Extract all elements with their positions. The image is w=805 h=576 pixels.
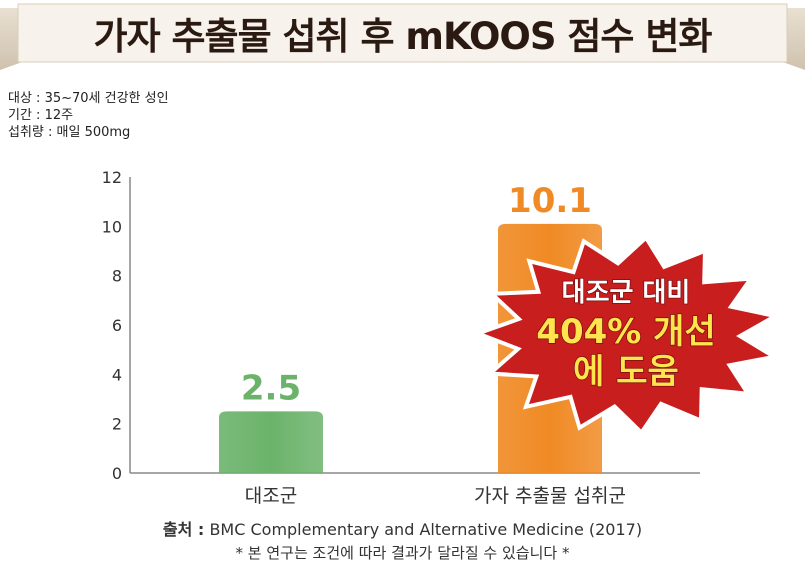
y-tick-label: 8 xyxy=(112,267,122,286)
y-tick-label: 12 xyxy=(102,168,122,187)
intake-text: 섭취량 : 매일 500mg xyxy=(8,125,131,140)
x-tick-label: 가자 추출물 섭취군 xyxy=(474,485,626,507)
data-label: 10.1 xyxy=(508,181,592,221)
source-line: 출처 : BMC Complementary and Alternative M… xyxy=(0,516,805,540)
y-axis: 0 2 4 6 8 10 12 xyxy=(102,168,700,483)
title-banner xyxy=(0,0,805,74)
burst-shape xyxy=(472,234,781,436)
study-info: 대상 : 35~70세 건강한 성인 기간 : 12주 섭취량 : 매일 500… xyxy=(8,90,169,141)
y-tick-label: 2 xyxy=(112,415,122,434)
callout-line-2: 404% 개선 xyxy=(536,312,715,352)
y-tick-label: 10 xyxy=(102,217,122,236)
source-label: 출처 : xyxy=(162,520,205,539)
y-tick-label: 4 xyxy=(112,365,122,384)
callout-burst: 대조군 대비 404% 개선에 도움 xyxy=(472,234,781,436)
callout-line-1: 대조군 대비 xyxy=(562,278,691,308)
callout-line-3: 에 도움 xyxy=(573,352,679,392)
x-axis-labels: 대조군 가자 추출물 섭취군 xyxy=(245,485,626,507)
y-tick-label: 6 xyxy=(112,316,122,335)
page-title: 가자 추출물 섭취 후 mKOOS 점수 변화 xyxy=(93,15,713,58)
x-tick-label: 대조군 xyxy=(245,485,297,507)
source-text: BMC Complementary and Alternative Medici… xyxy=(209,520,643,539)
y-tick-label: 0 xyxy=(112,464,122,483)
period-text: 기간 : 12주 xyxy=(8,108,74,123)
disclaimer-note: * 본 연구는 조건에 따라 결과가 달라질 수 있습니다 * xyxy=(235,544,570,562)
subjects-text: 대상 : 35~70세 건강한 성인 xyxy=(8,91,169,106)
data-label: 2.5 xyxy=(241,368,301,408)
bar xyxy=(219,411,323,473)
